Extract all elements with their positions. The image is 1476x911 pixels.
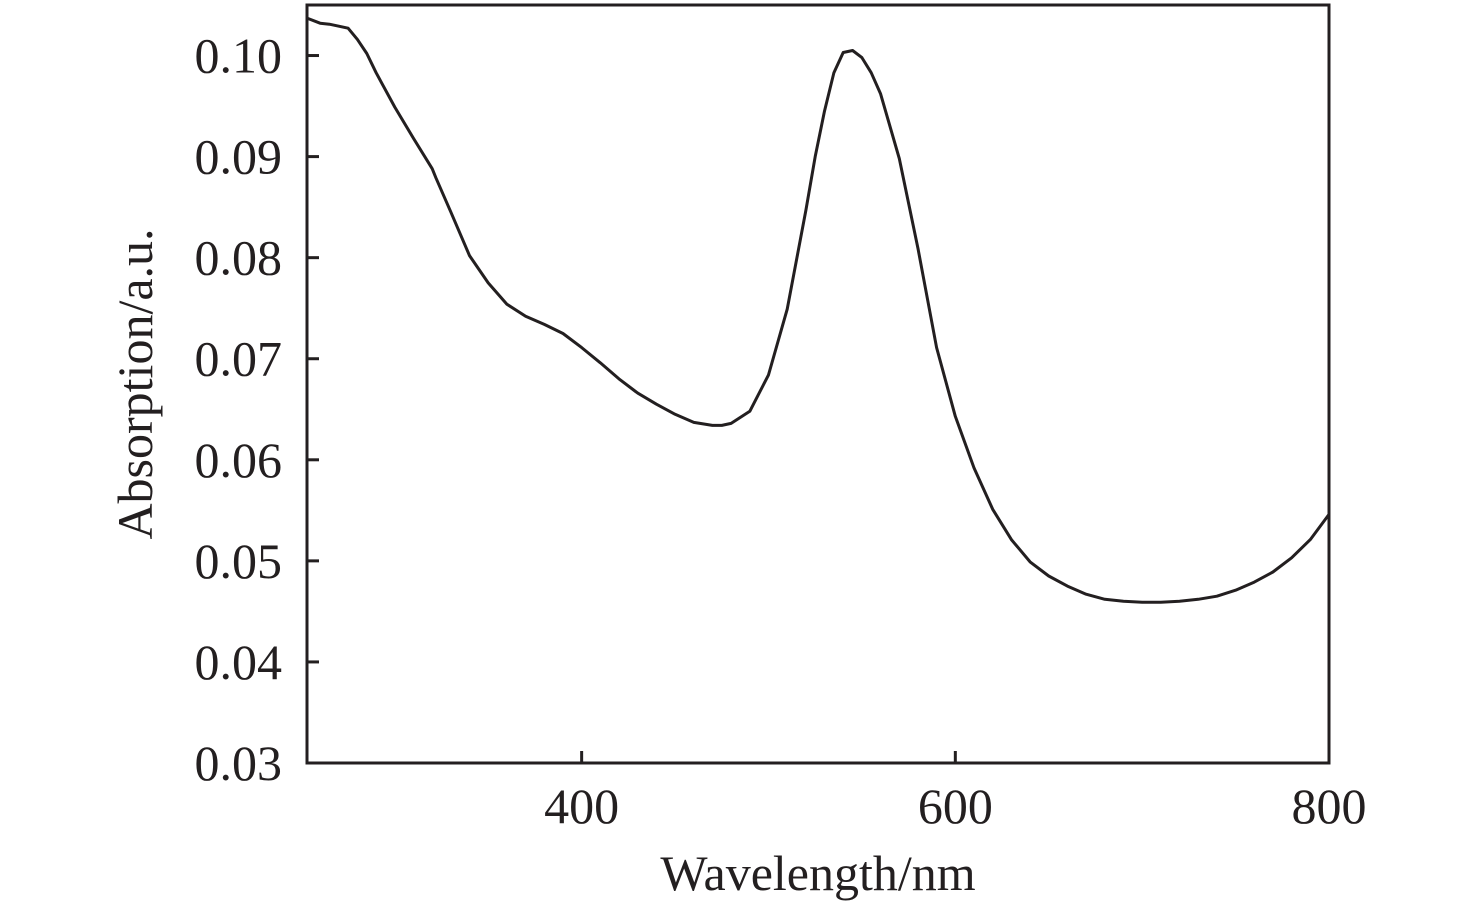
y-tick-label: 0.07 — [195, 331, 283, 387]
plot-frame — [305, 3, 1331, 765]
y-tick-label: 0.08 — [195, 230, 283, 286]
y-tick-label: 0.03 — [195, 735, 283, 791]
y-tick-label: 0.09 — [195, 129, 283, 185]
x-tick-label: 600 — [918, 778, 993, 834]
y-tick-label: 0.06 — [195, 432, 283, 488]
y-tick-label: 0.10 — [195, 28, 283, 84]
absorption-series-line — [306, 16, 1331, 604]
x-tick-label: 800 — [1292, 778, 1367, 834]
y-tick-label: 0.04 — [195, 634, 283, 690]
x-tick-label: 400 — [544, 778, 619, 834]
x-axis-ticks: 400 600 800 — [544, 751, 1367, 834]
y-tick-label: 0.05 — [195, 533, 283, 589]
x-axis-title: Wavelength/nm — [660, 845, 975, 901]
y-axis-ticks: 0.03 0.04 0.05 0.06 0.07 0.08 0.09 0.10 — [195, 28, 319, 791]
y-axis-title: Absorption/a.u. — [107, 228, 163, 539]
